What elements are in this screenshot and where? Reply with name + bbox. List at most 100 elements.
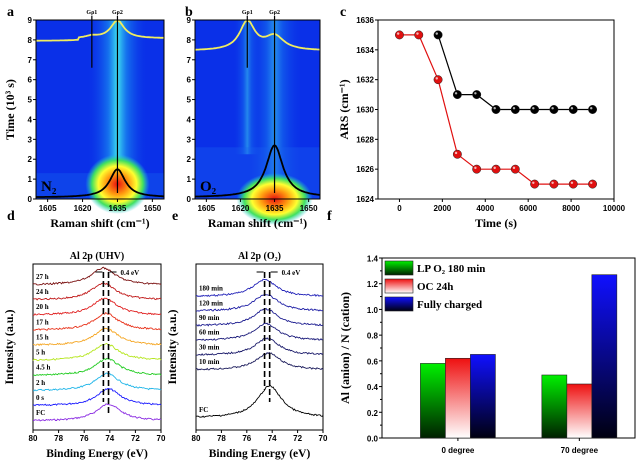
legend-swatch	[384, 278, 414, 294]
spectrum-curve	[196, 337, 324, 356]
data-point	[568, 179, 578, 189]
x-tick-label: 2000	[433, 204, 451, 213]
x-tick-label: 1620	[74, 204, 92, 213]
spectrum-curve	[196, 307, 324, 327]
spectrum-label: 180 min	[199, 285, 223, 293]
panel-letter-c: c	[340, 5, 346, 20]
x-tick-label: 10000	[603, 204, 626, 213]
legend-label: Fully charged	[417, 299, 482, 311]
data-point-highlight	[532, 107, 535, 110]
y-axis-label: Al (anion) / N (cation)	[338, 292, 352, 404]
series-line-0	[437, 34, 593, 111]
y-tick-label: 1632	[356, 76, 374, 85]
y-tick-label: 1.0	[367, 306, 379, 315]
x-tick-label: 78	[217, 434, 226, 443]
spectrum-curve	[32, 403, 162, 422]
x-tick-label: 78	[54, 434, 63, 443]
spectrum-curve	[33, 372, 162, 392]
data-point-highlight	[435, 77, 438, 80]
legend-label: OC 24h	[417, 281, 453, 293]
data-point	[491, 105, 501, 114]
panel-title: Al 2p (UHV)	[70, 251, 124, 262]
y-tick-label: 0.0	[367, 435, 379, 444]
y-axis-label: Time (10³ s)	[3, 79, 17, 140]
y-tick-label: 9	[28, 16, 33, 25]
heatmap-panel-a	[33, 16, 165, 214]
spectrum-curve	[195, 294, 324, 312]
y-tick-label: 6	[187, 76, 192, 85]
x-tick-label: 1605	[197, 204, 215, 213]
peak-label-gc1: Gρ1	[242, 10, 253, 16]
peak-label-gc2: Gρ2	[269, 10, 280, 16]
y-axis-label: Intensity (a.u.)	[165, 309, 179, 384]
y-tick-label: 1	[187, 175, 192, 184]
x-tick-label: 1620	[232, 204, 250, 213]
legend-label: LP O₂ 180 min	[417, 263, 485, 275]
y-tick-label: 1.2	[367, 280, 379, 289]
spectrum-label: FC	[199, 406, 208, 414]
spectrum-curve	[33, 357, 162, 377]
spectrum-curve	[196, 322, 324, 342]
plot-frame	[35, 19, 165, 200]
x-tick-label: 72	[293, 434, 302, 443]
data-point-highlight	[435, 32, 438, 35]
spectrum-curve	[32, 342, 162, 362]
spectrum-curve	[32, 282, 162, 301]
panel-letter-d: d	[7, 209, 15, 224]
bar	[591, 274, 618, 439]
data-point	[530, 105, 540, 114]
x-tick-label: 70	[319, 434, 328, 443]
spectrum-curve	[32, 266, 162, 286]
y-tick-label: 1624	[356, 195, 374, 204]
x-axis-label: Raman shift (cm⁻¹)	[50, 216, 149, 230]
y-axis-label: ARS (cm⁻¹)	[337, 79, 351, 139]
bar	[566, 383, 593, 439]
shift-annotation: 0.4 eV	[121, 269, 140, 277]
data-point-highlight	[493, 107, 496, 110]
legend-swatch	[384, 296, 414, 312]
spectrum-label: 2 h	[36, 379, 45, 387]
x-tick-label: 76	[242, 434, 251, 443]
bar	[470, 354, 496, 439]
x-tick-label: 1650	[143, 204, 161, 213]
spectrum-label: 60 min	[199, 329, 220, 337]
y-tick-label: 9	[187, 16, 192, 25]
y-tick-label: 1	[28, 175, 33, 184]
y-tick-label: 0.6	[367, 357, 379, 366]
x-axis-label: Raman shift (cm⁻¹)	[208, 216, 307, 230]
data-point-highlight	[551, 181, 554, 184]
data-point-highlight	[590, 181, 593, 184]
bar	[420, 363, 446, 439]
spectrum-curve	[196, 384, 324, 418]
legend-swatch	[384, 260, 414, 276]
y-tick-label: 0	[187, 195, 192, 204]
spectrum-curve	[196, 351, 324, 371]
heatmap-panel-b	[192, 16, 321, 225]
peak-label-gc1: Gρ1	[86, 10, 97, 16]
yellow-spectrum-curve	[195, 20, 321, 51]
data-point	[530, 179, 540, 189]
black-lorentzian-curve	[36, 168, 164, 198]
panel-title: Al 2p (O₂)	[238, 251, 281, 262]
y-tick-label: 6	[28, 76, 33, 85]
data-point	[510, 164, 520, 174]
x-tick-label: 1635	[109, 204, 127, 213]
spectrum-label: 90 min	[199, 314, 220, 322]
data-point-highlight	[512, 166, 516, 170]
spectrum-label: 120 min	[199, 299, 223, 307]
stacked-spectra-panel-e	[195, 263, 324, 433]
x-tick-label: 74	[105, 434, 114, 443]
x-tick-label: 80	[192, 434, 201, 443]
spectrum-curve	[32, 387, 162, 407]
data-point	[510, 105, 520, 114]
data-point-highlight	[474, 166, 477, 170]
plot-frame	[195, 263, 324, 431]
data-point-highlight	[570, 107, 574, 110]
data-point	[549, 105, 559, 114]
black-lorentzian-curve	[194, 144, 321, 198]
data-point-highlight	[396, 32, 400, 35]
x-tick-label: 8000	[562, 204, 580, 213]
data-point-highlight	[493, 166, 496, 170]
spectrum-curve	[195, 278, 323, 298]
